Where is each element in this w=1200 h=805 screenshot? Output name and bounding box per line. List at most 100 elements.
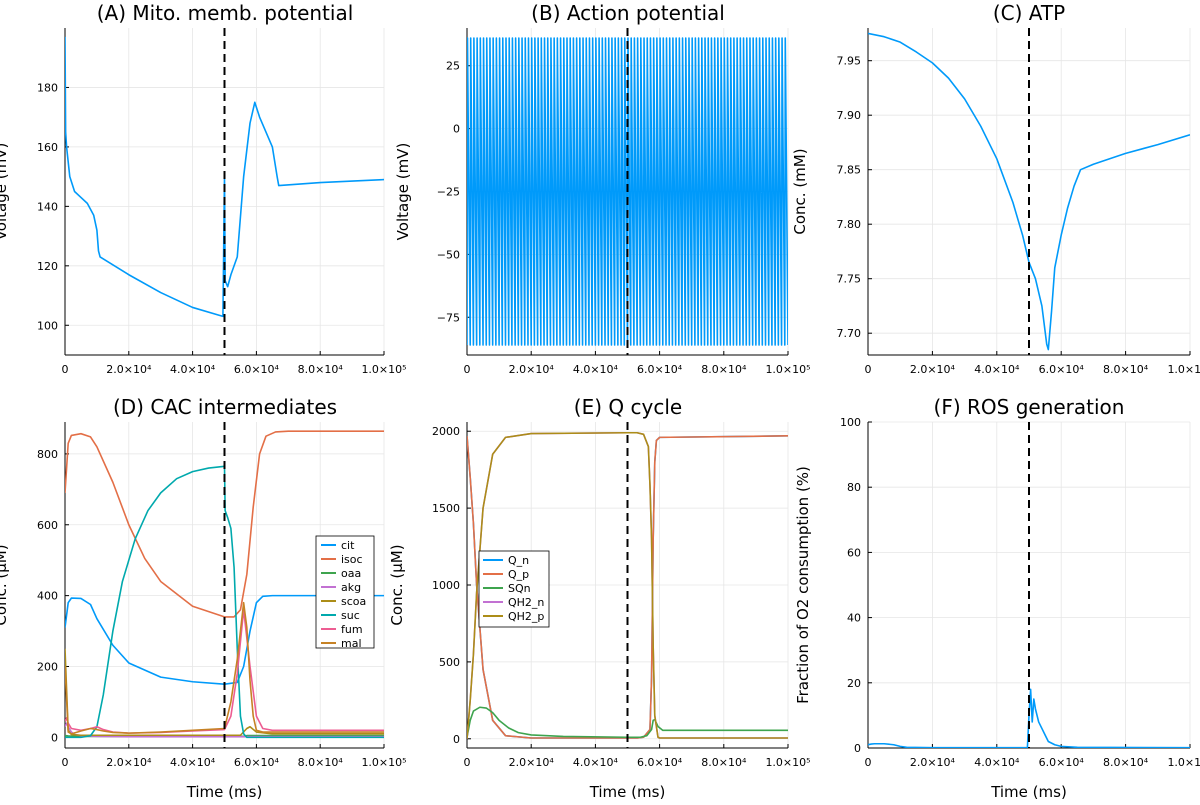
y-tick-label: 0 [51, 731, 58, 744]
panel-b: 0 2.0×10⁴ 4.0×10⁴ 6.0×10⁴ 8.0×10⁴ 1.0×10⁵ −75 −… [394, 1, 811, 376]
y-tick-label: 2000 [432, 425, 460, 438]
panel-title: (C) ATP [993, 1, 1065, 25]
x-tick-label: 2.0×10⁴ [910, 756, 956, 769]
x-tick-label: 4.0×10⁴ [573, 363, 619, 376]
series-line-suc [65, 465, 384, 739]
x-tick-label: 6.0×10⁴ [1039, 363, 1085, 376]
x-tick-label: 4.0×10⁴ [974, 756, 1020, 769]
y-tick-label: 1500 [432, 502, 460, 515]
panel-title: (B) Action potential [531, 1, 725, 25]
y-tick-label: 120 [37, 260, 58, 273]
legend-label: mal [341, 637, 362, 650]
panel-e: 0 2.0×10⁴ 4.0×10⁴ 6.0×10⁴ 8.0×10⁴ 1.0×10⁵ 0 500… [388, 395, 811, 801]
y-axis-label: Conc. (μM) [0, 544, 10, 625]
x-tick-label: 8.0×10⁴ [298, 756, 344, 769]
x-tick-label: 1.0×10⁵ [1167, 756, 1200, 769]
y-tick-label: 7.75 [837, 273, 862, 286]
series-line-atp [868, 32, 1190, 351]
x-tick-label: 8.0×10⁴ [1103, 756, 1149, 769]
x-tick-label: 0 [464, 363, 471, 376]
y-tick-label: 800 [37, 448, 58, 461]
series-line-isoc [65, 430, 384, 618]
series-group [868, 32, 1190, 351]
y-tick-label: 500 [439, 656, 460, 669]
y-axis-label: Voltage (mV) [0, 143, 10, 241]
x-tick-label: 4.0×10⁴ [974, 363, 1020, 376]
x-tick-label: 4.0×10⁴ [170, 756, 216, 769]
x-tick-label: 1.0×10⁵ [765, 756, 810, 769]
x-tick-label: 6.0×10⁴ [234, 756, 280, 769]
panel-title: (E) Q cycle [574, 395, 682, 419]
legend-label: QH2_p [508, 610, 544, 623]
y-tick-label: 7.70 [837, 327, 862, 340]
legend-label: SQn [508, 582, 531, 595]
x-tick-label: 6.0×10⁴ [637, 756, 683, 769]
panel-title: (A) Mito. memb. potential [97, 1, 354, 25]
panel-title: (D) CAC intermediates [113, 395, 337, 419]
y-tick-label: 0 [453, 123, 460, 136]
x-tick-label: 1.0×10⁵ [765, 363, 810, 376]
series-line-sqn [467, 706, 788, 739]
x-axis-label: Time (ms) [186, 783, 263, 800]
y-axis-label: Fraction of O2 consumption (%) [794, 466, 812, 704]
series-line-scoa [65, 648, 384, 737]
y-tick-label: 180 [37, 81, 58, 94]
x-tick-label: 1.0×10⁵ [361, 363, 406, 376]
y-tick-label: 60 [847, 546, 861, 559]
legend-label: cit [341, 539, 355, 552]
panel-f: 0 2.0×10⁴ 4.0×10⁴ 6.0×10⁴ 8.0×10⁴ 1.0×10⁵ 0 20 4… [794, 395, 1200, 801]
x-tick-label: 2.0×10⁴ [509, 756, 555, 769]
x-axis-label: Time (ms) [990, 783, 1067, 800]
x-tick-label: 8.0×10⁴ [701, 363, 747, 376]
y-tick-label: 7.85 [837, 164, 862, 177]
y-tick-label: 0 [854, 742, 861, 755]
y-tick-label: 7.90 [837, 109, 862, 122]
x-tick-label: 0 [865, 756, 872, 769]
y-tick-label: 7.95 [837, 55, 862, 68]
legend-label: oaa [341, 567, 361, 580]
y-tick-label: 100 [840, 416, 861, 429]
x-tick-label: 1.0×10⁵ [1167, 363, 1200, 376]
y-axis-label: Conc. (μM) [388, 544, 406, 625]
series-line-qh2-p [467, 431, 788, 739]
y-tick-label: 400 [37, 590, 58, 603]
x-tick-label: 2.0×10⁴ [106, 363, 152, 376]
y-tick-label: 1000 [432, 579, 460, 592]
y-tick-label: −75 [437, 311, 460, 324]
x-tick-label: 6.0×10⁴ [234, 363, 280, 376]
series-line-cit [65, 594, 384, 686]
x-tick-label: 8.0×10⁴ [298, 363, 344, 376]
series-group [65, 36, 384, 318]
legend-label: isoc [341, 553, 363, 566]
y-axis-label: Conc. (mM) [791, 148, 809, 234]
y-tick-label: 25 [446, 60, 460, 73]
x-tick-label: 2.0×10⁴ [106, 756, 152, 769]
x-tick-label: 0 [62, 363, 69, 376]
y-tick-label: 100 [37, 319, 58, 332]
x-tick-label: 2.0×10⁴ [509, 363, 555, 376]
legend-label: akg [341, 581, 361, 594]
panel-a: 0 2.0×10⁴ 4.0×10⁴ 6.0×10⁴ 8.0×10⁴ 1.0×10⁵ 100 1… [0, 1, 407, 376]
series-group [467, 431, 788, 739]
series-group [868, 688, 1190, 748]
y-tick-label: 7.80 [837, 218, 862, 231]
legend-label: scoa [341, 595, 366, 608]
series-line--m [65, 36, 384, 318]
legend-label: fum [341, 623, 363, 636]
panel-c: 0 2.0×10⁴ 4.0×10⁴ 6.0×10⁴ 8.0×10⁴ 1.0×10⁵ 7.70… [791, 1, 1200, 376]
x-tick-label: 0 [464, 756, 471, 769]
x-tick-label: 0 [865, 363, 872, 376]
panel-d: 0 2.0×10⁴ 4.0×10⁴ 6.0×10⁴ 8.0×10⁴ 1.0×10⁵ 0 200… [0, 395, 407, 801]
panel-title: (F) ROS generation [934, 395, 1125, 419]
legend-label: Q_n [508, 554, 529, 567]
x-tick-label: 6.0×10⁴ [637, 363, 683, 376]
series-group [65, 430, 384, 739]
y-tick-label: 160 [37, 141, 58, 154]
x-tick-label: 8.0×10⁴ [701, 756, 747, 769]
x-axis-label: Time (ms) [589, 783, 666, 800]
y-tick-label: 600 [37, 519, 58, 532]
x-tick-label: 4.0×10⁴ [170, 363, 216, 376]
